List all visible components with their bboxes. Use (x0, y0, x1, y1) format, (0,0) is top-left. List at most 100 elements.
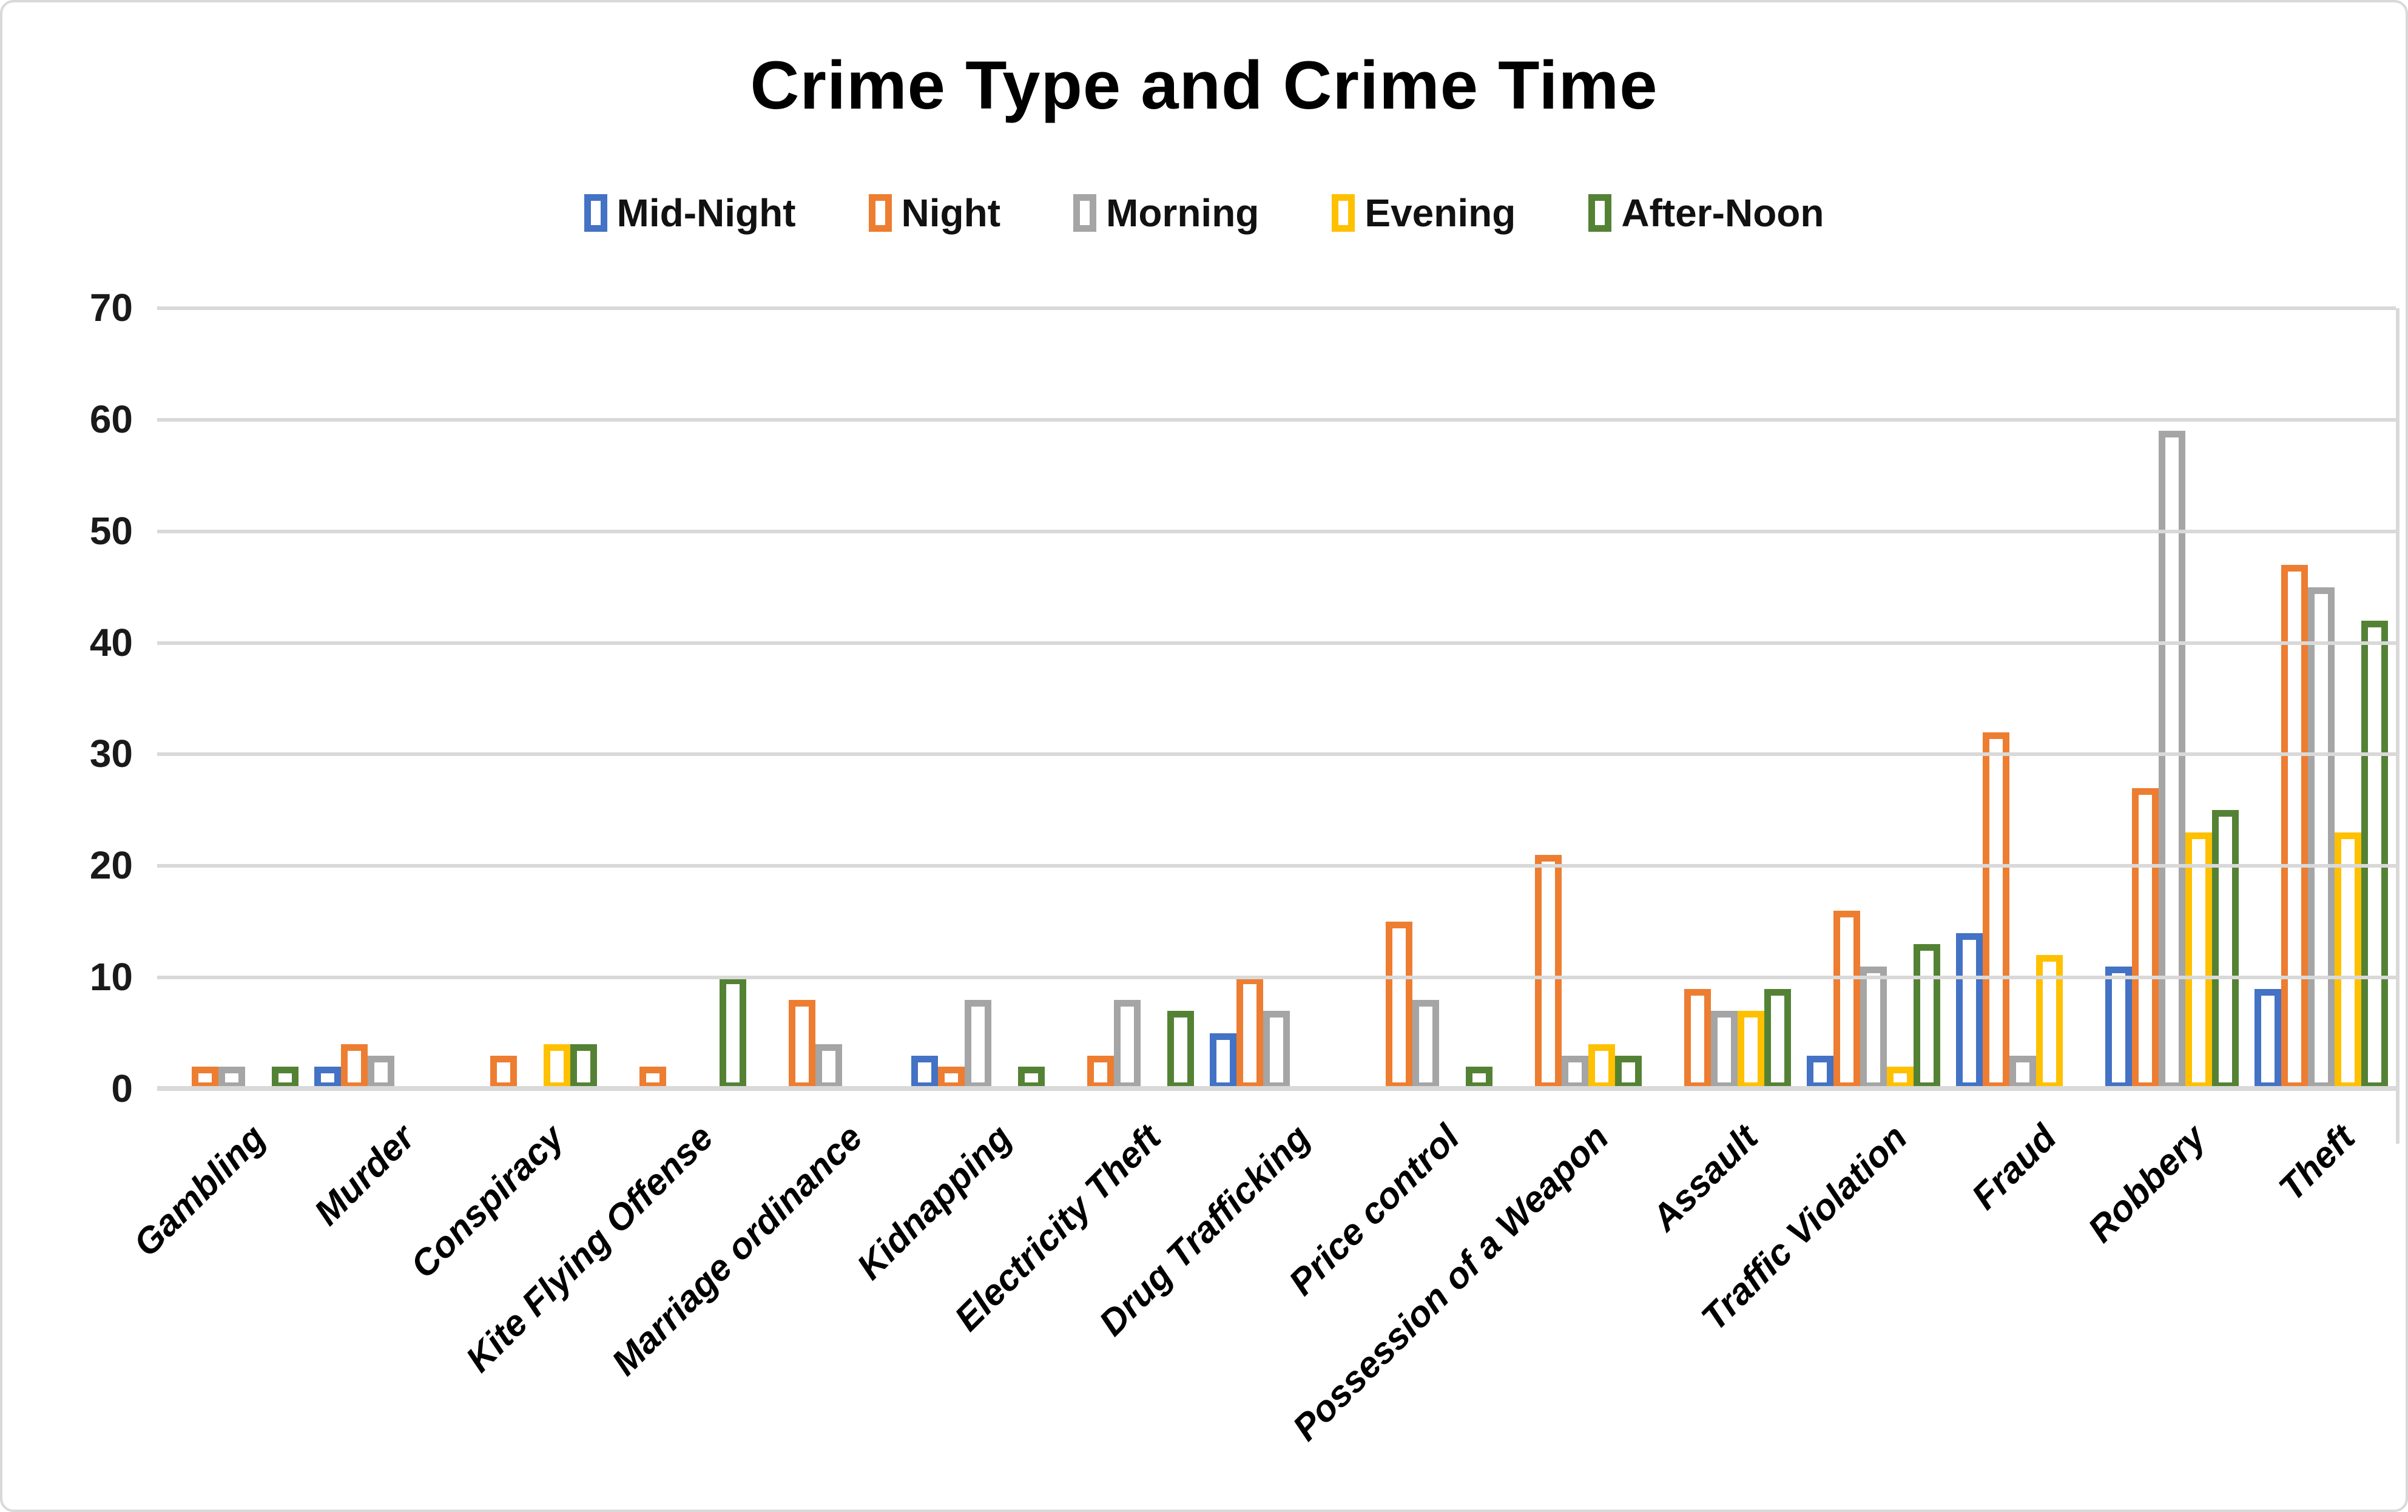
bar-mid-night-robbery (2105, 966, 2132, 1089)
bar-morning-fraud (2009, 1055, 2036, 1089)
category-group-9 (1500, 308, 1650, 1089)
y-axis-tick-label: 20 (89, 843, 133, 888)
bar-night-robbery (2132, 788, 2159, 1089)
category-group-14 (2247, 308, 2396, 1089)
category-group-0 (157, 308, 306, 1089)
bar-night-traffic-violation (1833, 910, 1860, 1089)
bar-slot (762, 308, 789, 1089)
category-group-1 (306, 308, 456, 1089)
bar-after-noon-assault (1764, 988, 1791, 1089)
legend-marker-icon (1588, 194, 1612, 232)
bar-after-noon-traffic-violation (1914, 944, 1940, 1089)
legend-marker-icon (1073, 194, 1097, 232)
bar-slot (1061, 308, 1087, 1089)
bar-slot (965, 308, 991, 1089)
bar-slot (1807, 308, 1833, 1089)
legend: Mid-Night Night Morning Evening After-Noon (2, 191, 2406, 235)
x-axis-label-9: Possession of a Weapon (1284, 1116, 1616, 1449)
bar-slot (192, 308, 218, 1089)
bar-slot (2185, 308, 2212, 1089)
gridline-y50 (157, 529, 2396, 533)
bar-slot (613, 308, 639, 1089)
bar-slot (2281, 308, 2308, 1089)
bar-slot (789, 308, 815, 1089)
bar-slot (991, 308, 1018, 1089)
category-group-2 (456, 308, 605, 1089)
bar-slot (1290, 308, 1317, 1089)
bar-evening-possession-of-a-weapon (1588, 1044, 1615, 1089)
bar-mid-night-kidnapping (911, 1055, 938, 1089)
bar-slot (464, 308, 490, 1089)
legend-item-evening: Evening (1332, 191, 1516, 235)
y-axis-tick-label: 50 (89, 508, 133, 553)
bar-slot (842, 308, 869, 1089)
legend-marker-icon (584, 194, 607, 232)
bar-slot (1263, 308, 1290, 1089)
legend-item-night: Night (868, 191, 1001, 235)
bar-morning-drug-trafficking (1263, 1011, 1290, 1089)
gridline-y20 (157, 864, 2396, 868)
bar-slot (1114, 308, 1141, 1089)
bar-morning-gambling (218, 1067, 245, 1089)
x-axis-label-10: Assault (1644, 1116, 1766, 1239)
x-axis-label-14: Theft (2270, 1116, 2362, 1209)
bar-slot (2308, 308, 2335, 1089)
gridline-y0 (157, 1086, 2396, 1091)
bar-night-kite-flying-offense (639, 1067, 666, 1089)
bar-night-possession-of-a-weapon (1535, 854, 1562, 1089)
bar-night-marriage-ordinance (789, 999, 815, 1089)
bar-slot (341, 308, 368, 1089)
gridline-y10 (157, 976, 2396, 980)
bar-night-theft (2281, 564, 2308, 1089)
bar-night-fraud (1983, 732, 2009, 1089)
bar-night-electricity-theft (1087, 1055, 1114, 1089)
bar-slot (517, 308, 544, 1089)
plot-area (157, 306, 2400, 1144)
y-axis-tick-label: 0 (111, 1067, 133, 1110)
bar-slot (272, 308, 298, 1089)
bar-slot (1914, 308, 1940, 1089)
bar-slot (1210, 308, 1236, 1089)
bar-after-noon-gambling (272, 1067, 298, 1089)
bar-after-noon-conspiracy (570, 1044, 597, 1089)
bar-slot (1087, 308, 1114, 1089)
x-axis-label-12: Fraud (1963, 1116, 2064, 1217)
y-axis-tick-label: 10 (89, 955, 133, 999)
bar-slot (490, 308, 517, 1089)
bar-after-noon-possession-of-a-weapon (1615, 1055, 1642, 1089)
category-group-4 (754, 308, 903, 1089)
category-group-11 (1799, 308, 1948, 1089)
bar-morning-assault (1711, 1011, 1738, 1089)
bar-morning-murder (368, 1055, 394, 1089)
bar-slot (1860, 308, 1887, 1089)
bar-evening-robbery (2185, 832, 2212, 1089)
bar-morning-possession-of-a-weapon (1562, 1055, 1588, 1089)
bar-morning-marriage-ordinance (815, 1044, 842, 1089)
bar-slot (1018, 308, 1045, 1089)
bar-night-conspiracy (490, 1055, 517, 1089)
category-group-8 (1351, 308, 1500, 1089)
bar-slot (1764, 308, 1791, 1089)
bar-slot (394, 308, 421, 1089)
bar-slot (1887, 308, 1914, 1089)
bar-slot (1738, 308, 1764, 1089)
x-axis-label-13: Robbery (2080, 1116, 2213, 1250)
x-axis-label-4: Marriage ordinance (603, 1116, 870, 1383)
legend-item-mid-night: Mid-Night (584, 191, 796, 235)
y-axis-tick-label: 30 (89, 732, 133, 776)
legend-label: Night (901, 191, 1001, 235)
bar-slot (1615, 308, 1642, 1089)
bar-slot (1359, 308, 1386, 1089)
legend-marker-icon (1332, 194, 1355, 232)
chart-title: Crime Type and Crime Time (750, 47, 1658, 123)
x-axis-label-1: Murder (306, 1116, 422, 1233)
bar-slot (1508, 308, 1535, 1089)
category-group-12 (1948, 308, 2097, 1089)
bar-slot (938, 308, 965, 1089)
gridline-y70 (157, 306, 2396, 310)
bar-slot (2063, 308, 2089, 1089)
bar-slot (1535, 308, 1562, 1089)
bar-slot (368, 308, 394, 1089)
legend-label: Morning (1106, 191, 1260, 235)
bar-slot (1956, 308, 1983, 1089)
